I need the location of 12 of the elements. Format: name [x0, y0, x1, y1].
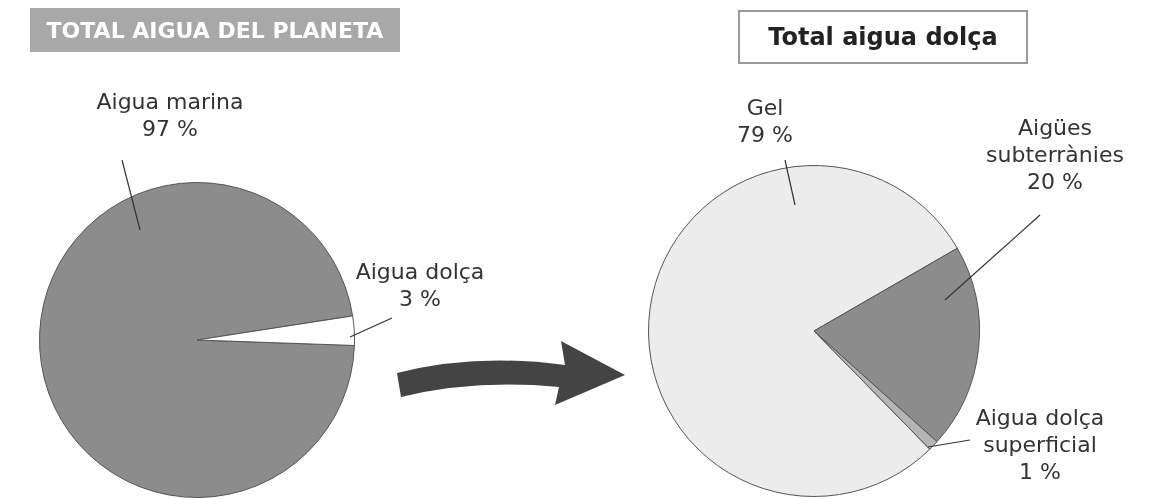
data-label: 1 %	[1019, 458, 1061, 484]
data-label: 20 %	[1027, 168, 1083, 194]
slice-label: Aigua dolça superficial	[975, 404, 1105, 457]
chart-title: Total aigua dolça	[738, 10, 1028, 64]
data-label: 79 %	[737, 121, 793, 147]
chart-title: TOTAL AIGUA DEL PLANETA	[30, 8, 400, 52]
data-label: 97 %	[142, 115, 198, 141]
slice-label: Aigües subterrànies	[986, 114, 1124, 167]
slice-label: Aigua marina	[96, 88, 244, 114]
slice-label: Aigua dolça	[355, 258, 485, 284]
data-label: 3 %	[399, 285, 441, 311]
slice-label: Gel	[746, 94, 784, 120]
